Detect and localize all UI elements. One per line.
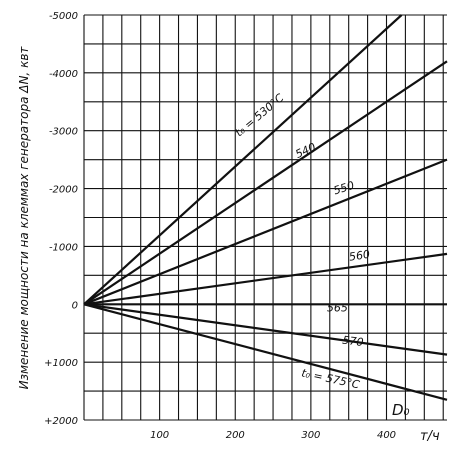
chart-series — [83, 14, 448, 401]
y-tick-label: 0 — [72, 300, 78, 311]
x-tick-label: 400 — [377, 430, 396, 441]
series-line-3 — [83, 158, 448, 306]
series-label-4: 560 — [348, 248, 371, 264]
x-tick-label: 300 — [301, 430, 320, 441]
y-tick-label: -1000 — [49, 242, 78, 253]
series-line-1 — [83, 14, 403, 306]
y-tick-label: -3000 — [49, 127, 78, 138]
x-axis-label: т/ч — [420, 429, 440, 444]
series-label-1: t₀ = 530°C — [233, 91, 287, 139]
x-tick-label: 100 — [150, 430, 169, 441]
series-label-2: 540 — [293, 140, 318, 161]
series-label-6: 570 — [342, 334, 364, 349]
y-axis-label: Изменение мощности на клеммах генератора… — [17, 46, 31, 390]
y-tick-label: -5000 — [49, 11, 78, 22]
y-tick-label: +2000 — [44, 416, 78, 427]
series-line-7 — [83, 303, 448, 401]
y-tick-label: -4000 — [49, 69, 78, 80]
series-label-5: 565 — [327, 302, 348, 315]
x-axis-annotation: D₀ — [392, 401, 410, 419]
series-line-4 — [83, 252, 448, 306]
y-tick-label: +1000 — [44, 358, 78, 369]
chart-tick-labels: -5000 -4000 -3000 -2000 -1000 0 +1000 +2000 100 2… — [44, 11, 396, 441]
series-line-6 — [83, 303, 448, 356]
series-line-2 — [83, 60, 448, 306]
series-label-3: 550 — [332, 179, 356, 198]
x-tick-label: 200 — [226, 430, 245, 441]
y-tick-label: -2000 — [49, 185, 78, 196]
chart-grid — [83, 14, 447, 421]
